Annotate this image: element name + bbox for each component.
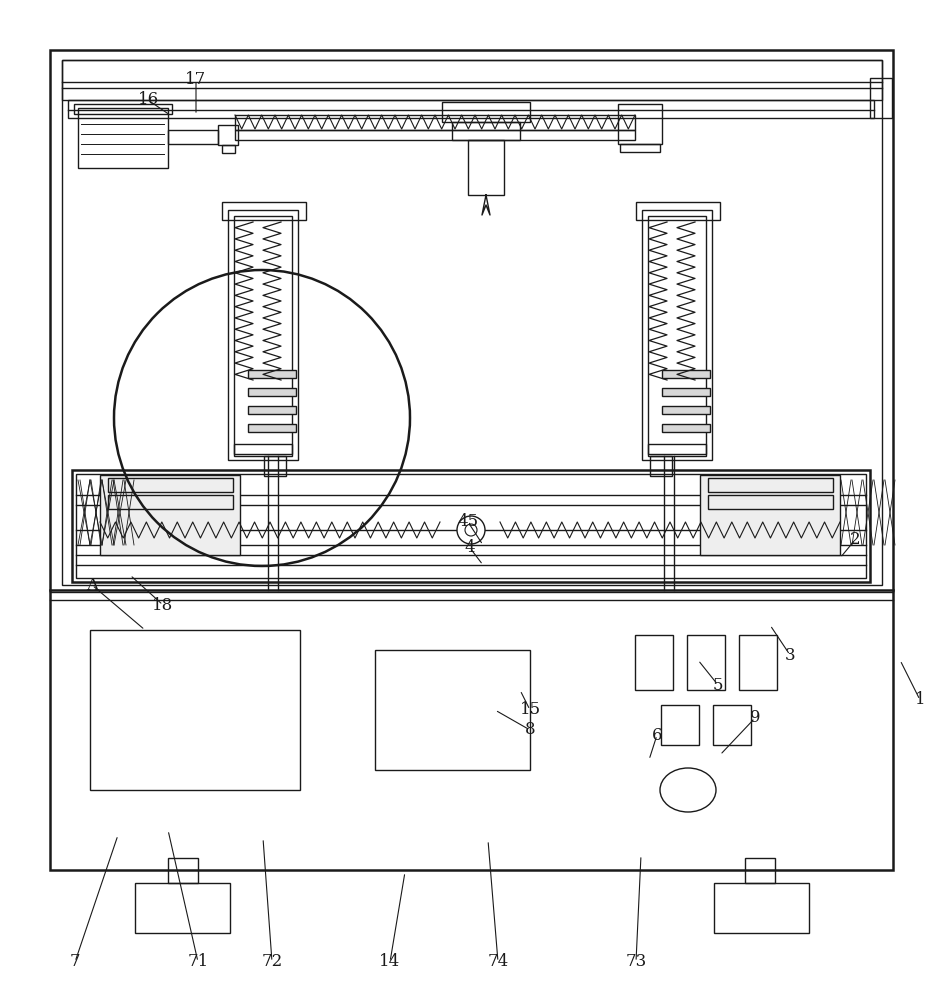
Text: 72: 72 — [261, 954, 283, 970]
Bar — [235, 115, 635, 130]
Bar — [618, 104, 662, 144]
Bar — [248, 388, 296, 396]
Bar — [62, 60, 882, 100]
Bar — [708, 495, 833, 509]
Bar — [468, 140, 504, 195]
Text: 15: 15 — [519, 702, 541, 718]
Bar — [642, 210, 712, 460]
Text: 8: 8 — [525, 722, 535, 738]
Text: 71: 71 — [187, 954, 208, 970]
Bar — [100, 475, 240, 555]
Text: 5: 5 — [713, 676, 723, 694]
Bar — [168, 130, 218, 144]
Circle shape — [457, 516, 485, 544]
Bar — [620, 144, 660, 152]
Text: 14: 14 — [380, 954, 400, 970]
Bar — [661, 705, 699, 745]
Bar — [68, 100, 874, 118]
Bar — [687, 635, 725, 690]
Bar — [135, 883, 230, 933]
Bar — [264, 456, 286, 476]
Bar — [248, 424, 296, 432]
Bar — [636, 202, 720, 220]
Text: 2: 2 — [850, 532, 860, 548]
Text: 16: 16 — [138, 92, 158, 108]
Bar — [713, 705, 751, 745]
Bar — [108, 478, 233, 492]
Bar — [234, 444, 292, 456]
Text: A: A — [86, 576, 98, 593]
Text: 9: 9 — [750, 710, 760, 726]
Bar — [375, 650, 530, 770]
Text: 4: 4 — [464, 540, 476, 556]
Text: 45: 45 — [458, 514, 479, 530]
Bar — [442, 102, 530, 122]
Bar — [714, 883, 809, 933]
Bar — [62, 60, 882, 585]
Bar — [739, 635, 777, 690]
Bar — [76, 474, 866, 578]
Bar — [700, 475, 840, 555]
Bar — [168, 858, 198, 883]
Text: 7: 7 — [70, 954, 80, 970]
Bar — [78, 108, 168, 168]
Bar — [662, 424, 710, 432]
Bar — [228, 210, 298, 460]
Bar — [708, 478, 833, 492]
Bar — [648, 444, 706, 456]
Bar — [50, 50, 893, 870]
Bar — [90, 630, 300, 790]
Bar — [662, 370, 710, 378]
Bar — [108, 495, 233, 509]
Bar — [662, 388, 710, 396]
Bar — [650, 456, 672, 476]
Bar — [234, 216, 292, 454]
Bar — [222, 202, 306, 220]
Text: 3: 3 — [785, 647, 795, 664]
Text: 6: 6 — [652, 726, 662, 744]
Text: 74: 74 — [487, 954, 509, 970]
Bar — [218, 125, 238, 145]
Bar — [452, 122, 520, 140]
Text: 1: 1 — [915, 692, 925, 708]
Bar — [635, 635, 673, 690]
Bar — [248, 370, 296, 378]
Text: 17: 17 — [186, 72, 206, 89]
Bar — [74, 104, 172, 114]
Bar — [222, 145, 235, 153]
Bar — [648, 216, 706, 454]
Bar — [662, 406, 710, 414]
Bar — [248, 406, 296, 414]
Bar — [72, 470, 870, 582]
Bar — [235, 130, 635, 140]
Bar — [745, 858, 775, 883]
Bar — [870, 78, 892, 118]
Circle shape — [465, 524, 477, 536]
Text: 73: 73 — [625, 954, 646, 970]
Text: 18: 18 — [153, 596, 173, 613]
